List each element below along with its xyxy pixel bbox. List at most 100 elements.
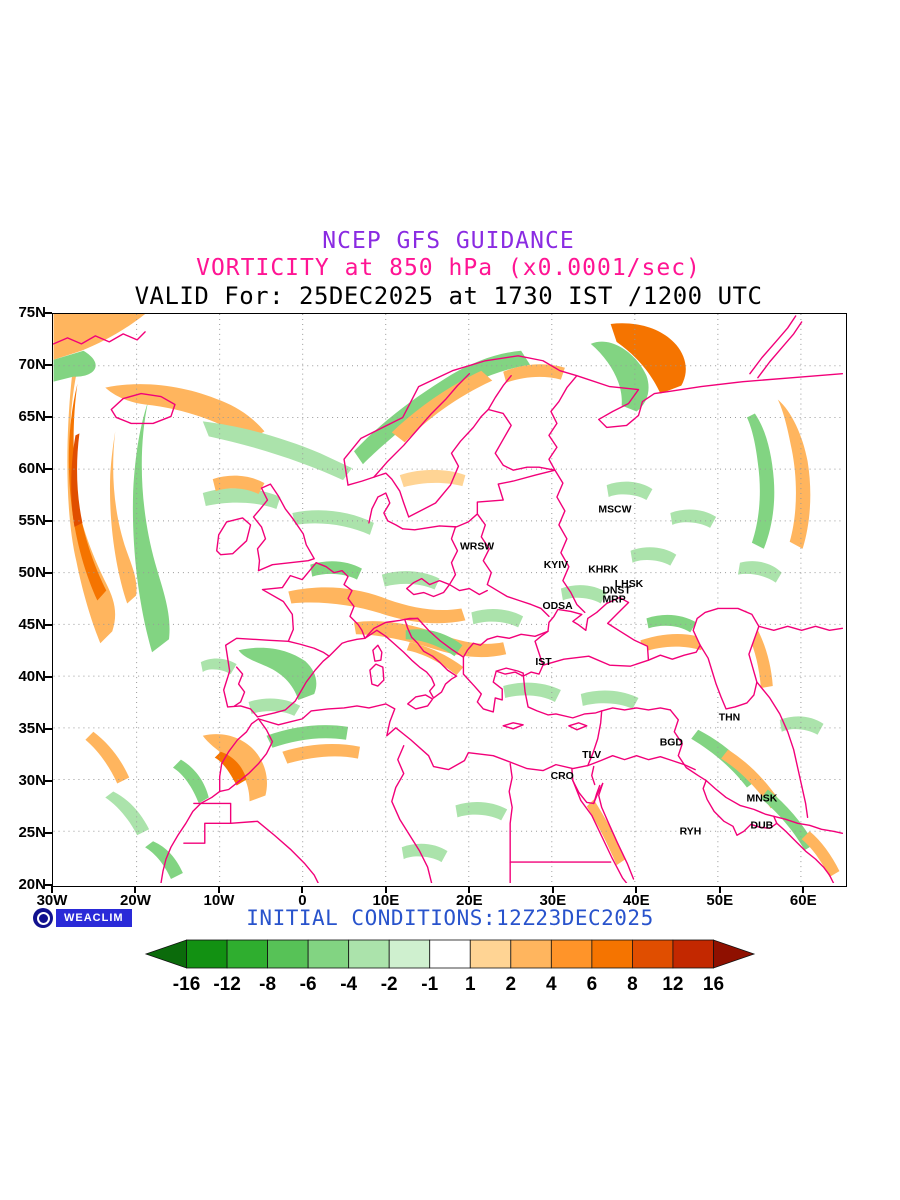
west-europe-coast (222, 561, 317, 718)
lon-tick-label: 30E (539, 892, 567, 909)
chart-title: NCEP GFS GUIDANCE (322, 228, 575, 254)
balkan-borders (462, 638, 488, 658)
lat-tick-label: 40N (18, 668, 46, 685)
portugal-spain-border (233, 666, 246, 707)
colorbar-segment (591, 939, 633, 969)
sweden-finland-border (487, 374, 512, 411)
vorticity-blob (238, 647, 317, 700)
vorticity-blob (391, 370, 493, 443)
colorbar-level-label: 8 (627, 974, 638, 995)
iran-south-coast (773, 815, 843, 834)
lat-tick-label: 20N (18, 876, 46, 893)
saudi-north-border (587, 754, 696, 771)
colorbar-level-label: -12 (213, 974, 240, 995)
lon-tick-mark (551, 886, 554, 893)
colorbar-level-label: -4 (340, 974, 357, 995)
vorticity-blob (292, 510, 374, 535)
lat-tick-mark (45, 728, 52, 730)
vorticity-blob (586, 799, 626, 866)
colorbar-arrow-left (144, 939, 187, 969)
colorbar-level-label: -6 (300, 974, 317, 995)
colorbar-level-label: 6 (587, 974, 598, 995)
vorticity-blob (248, 698, 301, 716)
colorbar-segment (186, 939, 228, 969)
colorbar-level-label: -2 (381, 974, 398, 995)
lon-tick-label: 20E (456, 892, 483, 909)
vorticity-blob (145, 841, 183, 880)
city-label-cro: CRO (551, 771, 574, 782)
east-europe-border (476, 513, 550, 618)
colorbar-segment (510, 939, 552, 969)
vorticity-blob (282, 744, 360, 764)
oman-coast (776, 822, 835, 883)
colorbar-level-label: -8 (259, 974, 276, 995)
lon-tick-mark (718, 886, 721, 893)
weaclim-logo-icon (33, 908, 53, 928)
vorticity-blob (85, 731, 130, 784)
lon-tick-label: 10W (203, 892, 235, 909)
crete-coast (502, 722, 524, 730)
lon-tick-label: 60E (789, 892, 817, 909)
iran-east-border (756, 681, 809, 819)
alps-border (364, 617, 419, 639)
vorticity-blob (801, 831, 840, 878)
colorbar-segment (672, 939, 714, 969)
coastlines-borders-layer (53, 315, 843, 883)
lat-tick-mark (45, 468, 52, 470)
weaclim-logo-ring (36, 911, 50, 925)
vorticity-blob (779, 716, 824, 735)
vorticity-blob (746, 413, 775, 549)
vorticity-blob (172, 759, 209, 804)
lat-tick-label: 60N (18, 460, 46, 477)
vorticity-blob (399, 469, 466, 488)
city-label-thn: THN (719, 713, 740, 724)
vorticity-blob (202, 488, 281, 509)
vorticity-blob (266, 725, 349, 748)
caucasus-border (647, 644, 701, 661)
novaya-zemlya-2 (757, 321, 803, 379)
lat-tick-label: 70N (18, 356, 46, 373)
initial-conditions-text: INITIAL CONDITIONS:12Z23DEC2025 (246, 906, 654, 930)
central-europe-borders (406, 526, 459, 598)
colorbar-level-label: 12 (662, 974, 683, 995)
red-sea-east (598, 782, 635, 880)
lat-tick-mark (45, 572, 52, 574)
lat-tick-label: 45N (18, 616, 46, 633)
lat-tick-mark (45, 624, 52, 626)
city-label-ist: IST (535, 657, 552, 668)
jordan-border (591, 765, 596, 786)
vorticity-blob (737, 561, 782, 583)
city-label-dub: DUB (751, 821, 774, 832)
turkmen-border (758, 625, 843, 632)
vorticity-blob (560, 585, 607, 604)
city-label-mscw: MSCW (598, 505, 631, 516)
persian-gulf (702, 779, 778, 836)
thrace-border (495, 664, 544, 677)
norway-sweden-border (373, 372, 471, 478)
morocco-algeria-border (219, 718, 274, 793)
colorbar-segment (631, 939, 674, 969)
vorticity-blob (202, 734, 267, 802)
vorticity-blob (640, 633, 705, 653)
vorticity-blob (212, 475, 265, 495)
vorticity-blob (590, 341, 649, 412)
caspian-sea (692, 607, 760, 710)
france-east-border (315, 561, 366, 639)
vorticity-blob (405, 629, 463, 657)
lat-tick-mark (45, 676, 52, 678)
lat-tick-label: 65N (18, 408, 46, 425)
russia-ukraine-border (554, 469, 586, 614)
lon-tick-label: 10E (372, 892, 400, 909)
city-label-ryh: RYH (680, 826, 702, 837)
vorticity-blob (200, 658, 237, 675)
vorticity-blob (610, 323, 686, 394)
suez-link (571, 767, 574, 782)
city-label-wrsw: WRSW (460, 541, 494, 552)
colorbar-level-label: 16 (703, 974, 724, 995)
corsica-coast (372, 644, 383, 662)
lon-tick-label: 50E (706, 892, 734, 909)
lat-tick-label: 30N (18, 772, 46, 789)
colorbar-segment (469, 939, 512, 969)
